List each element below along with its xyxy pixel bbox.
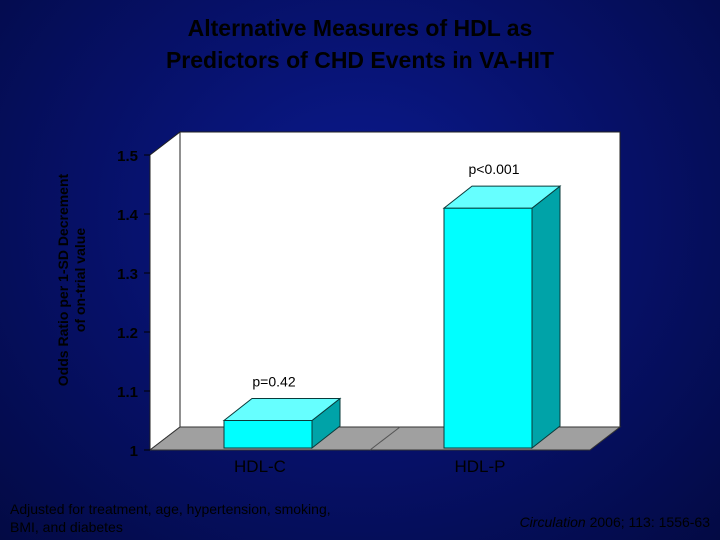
bar-annotation: p<0.001 (469, 161, 520, 177)
bar-front (443, 207, 533, 449)
bar-annotation: p=0.42 (252, 374, 295, 390)
bar-top (442, 185, 562, 209)
citation-journal: Circulation (519, 514, 586, 530)
y-tick-label: 1 (130, 443, 138, 460)
bar-top (222, 398, 342, 421)
x-tick-label: HDL-P (454, 457, 505, 476)
footnote: Adjusted for treatment, age, hypertensio… (10, 501, 331, 535)
citation-details: 2006; 113: 1556-63 (585, 514, 710, 530)
bar-front (223, 420, 313, 449)
citation: Circulation 2006; 113: 1556-63 (520, 514, 710, 530)
x-tick-label: HDL-C (234, 457, 286, 476)
y-tick-label: 1.2 (117, 325, 138, 342)
y-tick-label: 1.4 (117, 207, 139, 224)
chart-title-line1: Alternative Measures of HDL as (187, 15, 533, 41)
chart-title: Alternative Measures of HDL as Predictor… (60, 12, 660, 76)
y-tick-label: 1.5 (117, 148, 138, 165)
bar-side (531, 185, 561, 450)
y-tick-label: 1.1 (117, 384, 138, 401)
y-tick-label: 1.3 (117, 266, 138, 283)
chart-title-line2: Predictors of CHD Events in VA-HIT (165, 47, 555, 73)
chart-side-wall (149, 130, 181, 452)
floor-divider (369, 426, 401, 451)
